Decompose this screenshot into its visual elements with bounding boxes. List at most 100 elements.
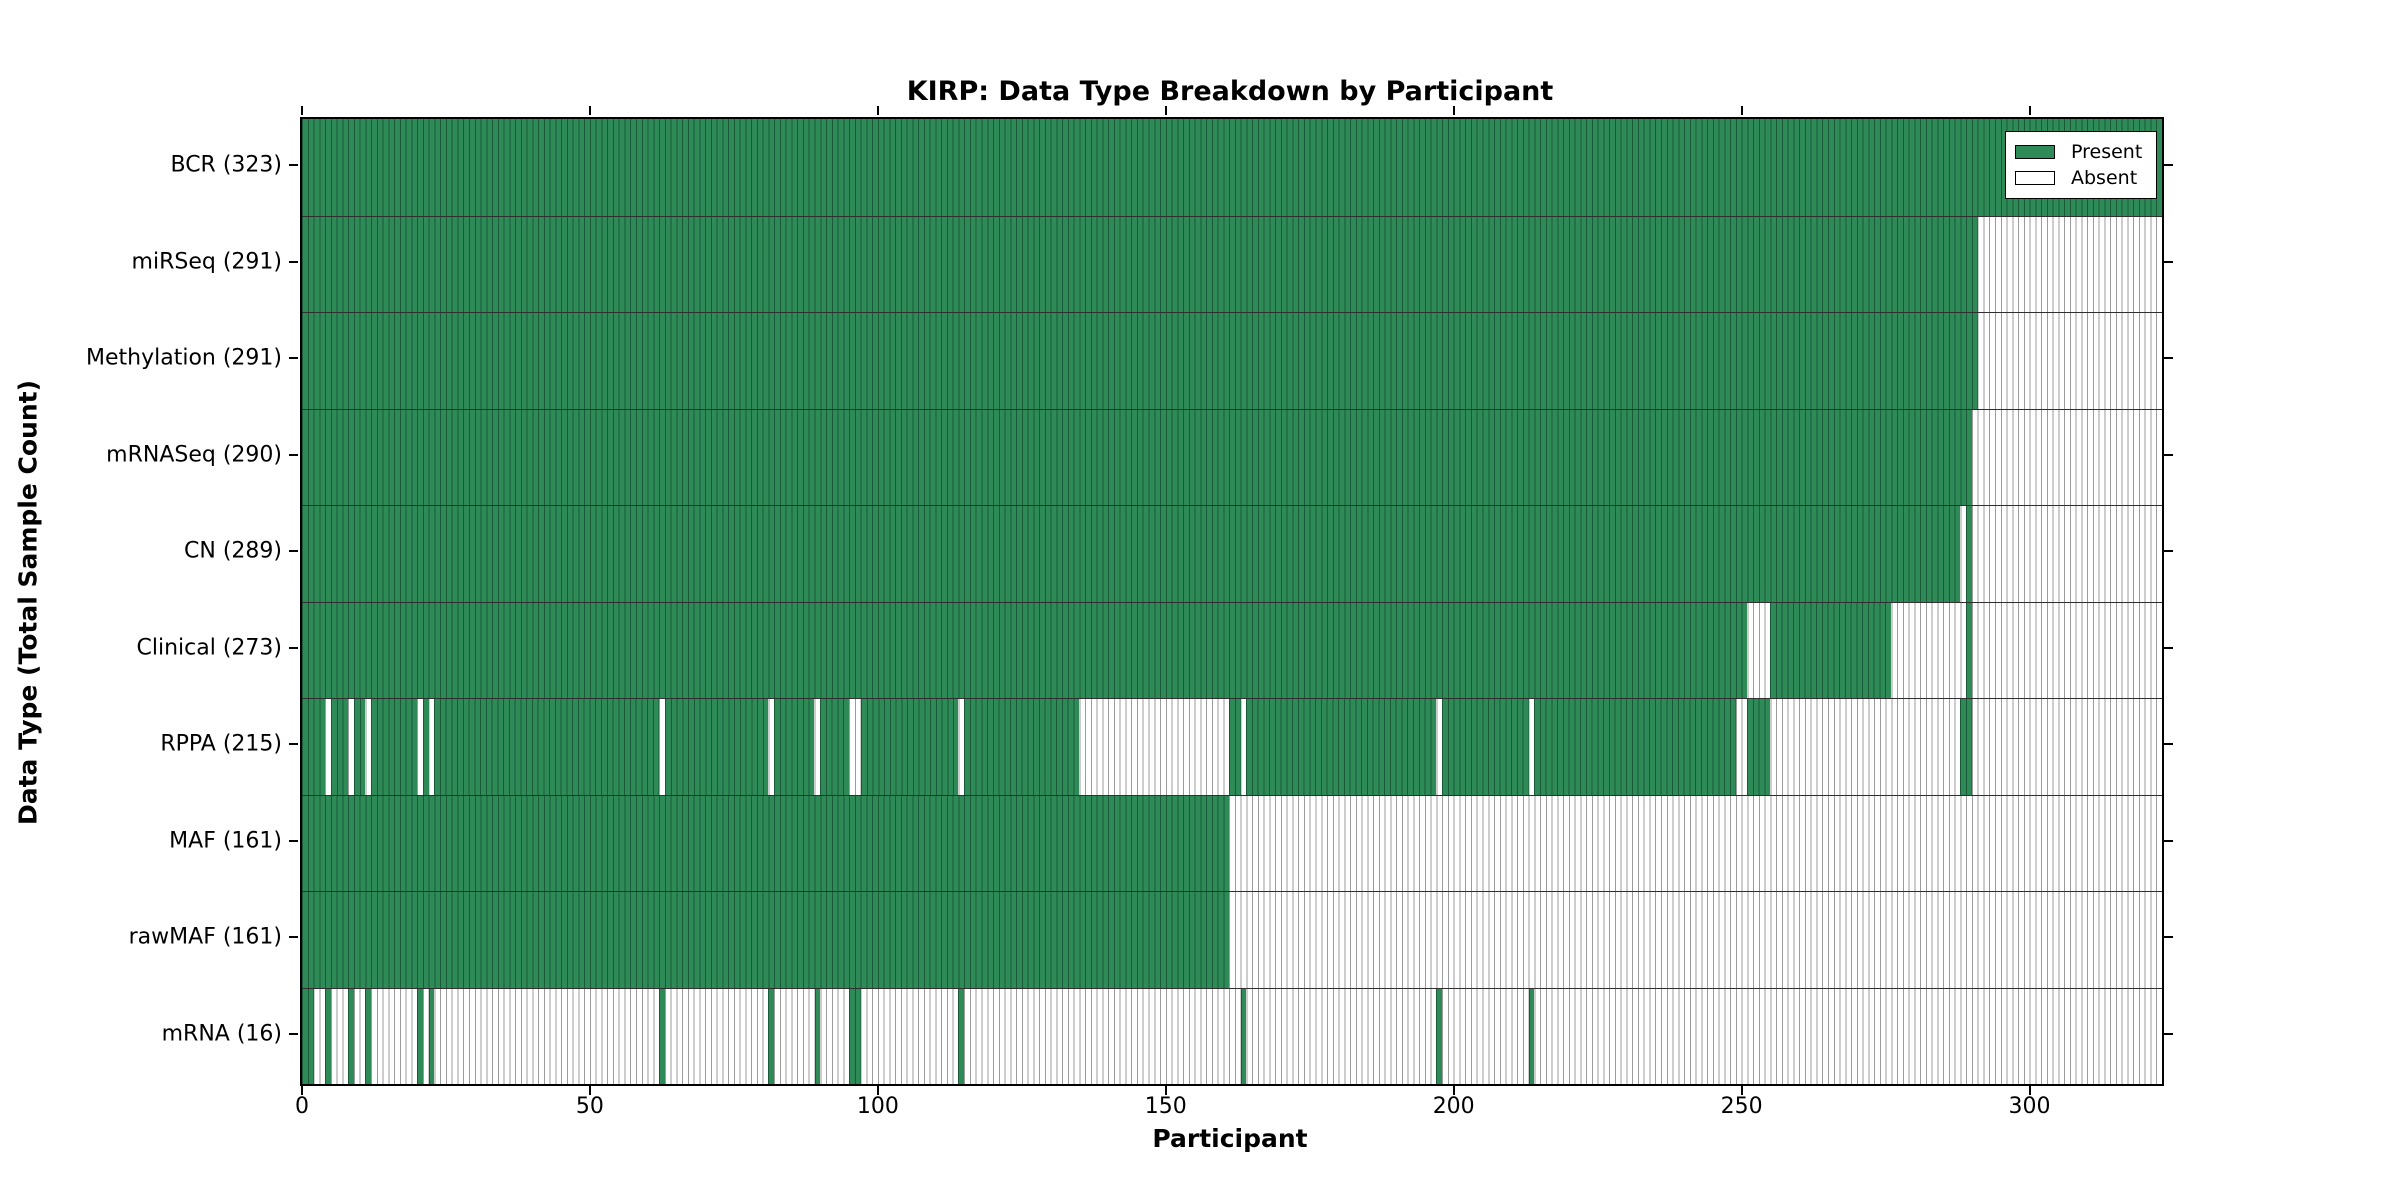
legend: Present Absent	[2005, 131, 2157, 199]
x-tick-bottom	[1740, 1086, 1743, 1095]
present-cells	[302, 312, 1978, 409]
present-cells	[302, 119, 2162, 216]
x-tick-bottom	[588, 1086, 591, 1095]
present-cells	[1960, 698, 1972, 795]
x-tick-bottom	[2028, 1086, 2031, 1095]
present-cells	[330, 698, 349, 795]
row-separator	[302, 505, 2162, 506]
present-cells	[774, 698, 815, 795]
present-cells	[820, 698, 850, 795]
heatmap-row-Clinical	[302, 601, 2162, 698]
y-tick-label-mRNASeq: mRNASeq (290)	[106, 442, 282, 468]
heatmap-row-mRNA	[302, 987, 2162, 1084]
x-tick-label-50: 50	[575, 1094, 604, 1119]
y-tick-label-Clinical: Clinical (273)	[136, 635, 282, 661]
x-tick-top	[876, 106, 879, 115]
present-cells	[964, 698, 1080, 795]
present-cells	[434, 698, 660, 795]
x-tick-top	[301, 106, 303, 115]
heatmap-row-CN	[302, 505, 2162, 602]
present-cells	[768, 987, 775, 1084]
x-tick-label-0: 0	[295, 1094, 309, 1119]
present-cells	[302, 987, 314, 1084]
y-tick-label-MAF: MAF (161)	[169, 828, 282, 854]
present-cells	[365, 987, 372, 1084]
present-cells	[659, 987, 665, 1084]
legend-entry-present: Present	[2015, 139, 2146, 165]
y-tick-left	[289, 550, 298, 553]
present-cells	[302, 215, 1978, 312]
y-tick-label-rawMAF: rawMAF (161)	[128, 924, 282, 950]
heatmap-row-BCR	[302, 119, 2162, 216]
y-tick-right	[2164, 453, 2173, 456]
x-tick-bottom	[301, 1086, 303, 1095]
y-tick-left	[289, 646, 298, 649]
row-separator	[302, 698, 2162, 699]
x-tick-top	[588, 106, 591, 115]
present-cells	[428, 987, 435, 1084]
y-tick-label-BCR: BCR (323)	[170, 152, 282, 178]
present-cells	[1436, 987, 1443, 1084]
x-tick-top	[1740, 106, 1743, 115]
present-cells	[1442, 698, 1529, 795]
present-cells	[860, 698, 959, 795]
present-cells	[1747, 698, 1771, 795]
y-tick-left	[289, 839, 298, 842]
y-tick-left	[289, 1032, 298, 1035]
present-cells	[814, 987, 821, 1084]
legend-absent-label: Absent	[2071, 167, 2138, 189]
present-cells	[1770, 601, 1892, 698]
row-separator	[302, 601, 2162, 603]
y-tick-left	[289, 936, 298, 939]
present-cells	[302, 601, 1748, 698]
heatmap-row-rawMAF	[302, 891, 2162, 988]
present-cells	[422, 698, 429, 795]
present-cells	[1240, 987, 1247, 1084]
plot-area: Present Absent	[300, 117, 2164, 1086]
legend-present-label: Present	[2071, 141, 2143, 163]
present-cells	[302, 794, 1230, 891]
x-tick-top	[1452, 106, 1455, 115]
absent-swatch	[2015, 171, 2055, 185]
present-cells	[302, 891, 1230, 988]
x-tick-bottom	[1164, 1086, 1167, 1095]
row-separator	[302, 312, 2162, 313]
x-tick-top	[2028, 106, 2031, 115]
row-separator	[302, 408, 2162, 410]
present-cells	[325, 987, 331, 1084]
y-tick-left	[289, 164, 298, 167]
x-tick-label-150: 150	[1144, 1094, 1187, 1119]
y-tick-label-Methylation: Methylation (291)	[86, 345, 282, 371]
y-tick-right	[2164, 839, 2173, 842]
present-cells	[302, 505, 1961, 602]
x-tick-label-200: 200	[1432, 1094, 1475, 1119]
y-tick-label-RPPA: RPPA (215)	[160, 731, 282, 757]
y-axis-title: Data Type (Total Sample Count)	[13, 379, 43, 826]
y-tick-right	[2164, 1032, 2173, 1035]
chart-title: KIRP: Data Type Breakdown by Participant	[906, 76, 1554, 107]
x-tick-label-100: 100	[856, 1094, 899, 1119]
y-tick-right	[2164, 743, 2173, 746]
present-cells	[1246, 698, 1437, 795]
row-separator	[302, 794, 2162, 796]
y-tick-right	[2164, 357, 2173, 360]
present-cells	[958, 987, 965, 1084]
x-tick-bottom	[876, 1086, 879, 1095]
row-separator	[302, 987, 2162, 989]
heatmap-row-miRSeq	[302, 215, 2162, 312]
y-tick-right	[2164, 164, 2173, 167]
x-tick-top	[1164, 106, 1167, 115]
y-tick-label-miRSeq: miRSeq (291)	[131, 249, 282, 275]
present-cells	[664, 698, 769, 795]
heatmap-row-MAF	[302, 794, 2162, 891]
present-cells	[1528, 987, 1535, 1084]
present-cells	[849, 987, 861, 1084]
y-tick-label-mRNA: mRNA (16)	[161, 1021, 282, 1047]
x-tick-label-300: 300	[2008, 1094, 2051, 1119]
heatmap-row-RPPA	[302, 698, 2162, 795]
present-cells	[417, 987, 423, 1084]
row-separator	[302, 215, 2162, 217]
y-tick-left	[289, 260, 298, 263]
present-cells	[1966, 601, 1972, 698]
